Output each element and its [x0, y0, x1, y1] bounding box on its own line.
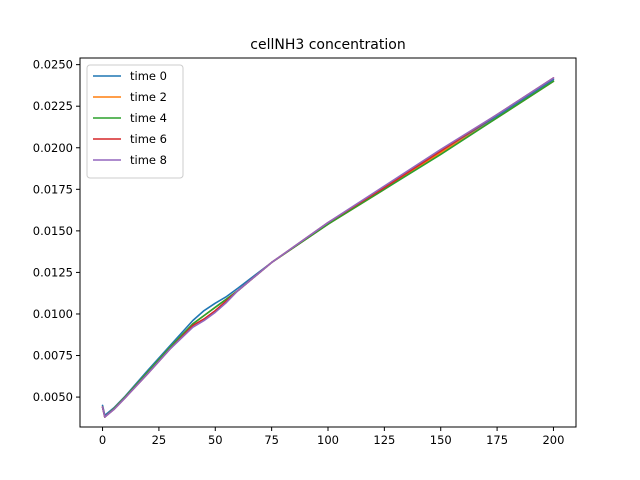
chart-title: cellNH3 concentration — [250, 37, 405, 53]
x-axis: 0 25 50 75 100 125 150 175 200 — [99, 427, 564, 447]
legend-label-1: time 2 — [130, 90, 167, 104]
x-tick-label-0: 0 — [99, 433, 106, 447]
y-tick-label-5: 0.0175 — [33, 182, 73, 196]
legend-label-2: time 4 — [130, 111, 167, 125]
x-tick-label-6: 150 — [430, 433, 452, 447]
legend-label-0: time 0 — [130, 69, 167, 83]
y-tick-label-6: 0.0200 — [33, 141, 73, 155]
legend-label-4: time 8 — [130, 153, 167, 167]
y-tick-label-4: 0.0150 — [33, 224, 73, 238]
y-tick-label-7: 0.0225 — [33, 99, 73, 113]
x-tick-label-1: 25 — [152, 433, 167, 447]
y-tick-label-3: 0.0125 — [33, 265, 73, 279]
y-tick-label-2: 0.0100 — [33, 307, 73, 321]
y-tick-label-1: 0.0075 — [33, 349, 73, 363]
series-line-4 — [101, 77, 555, 418]
series-layer — [101, 77, 555, 418]
legend: time 0 time 2 time 4 time 6 time 8 — [86, 64, 184, 179]
legend-label-3: time 6 — [130, 132, 167, 146]
x-tick-label-4: 100 — [317, 433, 339, 447]
y-tick-label-8: 0.0250 — [33, 58, 73, 72]
x-tick-label-8: 200 — [542, 433, 564, 447]
y-tick-label-0: 0.0050 — [33, 390, 73, 404]
x-tick-label-3: 75 — [264, 433, 279, 447]
x-tick-label-2: 50 — [208, 433, 223, 447]
x-tick-label-7: 175 — [486, 433, 508, 447]
y-axis: 0.0050 0.0075 0.0100 0.0125 0.0150 0.0175 0.02… — [33, 58, 80, 404]
legend-box — [86, 64, 184, 179]
x-tick-label-5: 125 — [373, 433, 395, 447]
